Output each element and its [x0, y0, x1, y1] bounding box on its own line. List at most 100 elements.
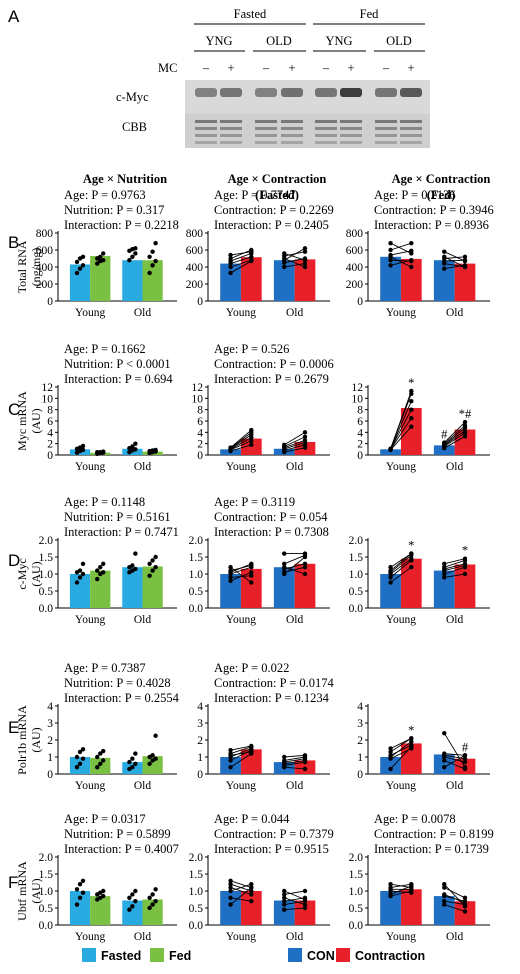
- y-tick-label: 200: [186, 279, 204, 291]
- y-tick-label: 0.5: [349, 903, 364, 915]
- y-tick-label: 200: [346, 279, 364, 291]
- data-point: [147, 573, 152, 578]
- data-point: [409, 885, 414, 890]
- panel-letter-b: B: [8, 233, 19, 252]
- x-tick-label: Old: [286, 614, 304, 626]
- data-point: [101, 893, 106, 899]
- paired-line: [284, 447, 306, 453]
- paired-line: [444, 251, 466, 262]
- paired-line: [230, 751, 252, 756]
- paired-line: [284, 900, 306, 906]
- y-tick-label: 1.5: [39, 552, 54, 564]
- data-point: [409, 415, 414, 421]
- paired-line: [284, 759, 306, 765]
- y-tick-label: 2.0: [39, 852, 54, 864]
- western-blot: A Fasted Fed YNG OLD YNG OLD MC – + – + – + – +…: [8, 7, 430, 148]
- data-point: [133, 246, 138, 251]
- paired-line: [284, 442, 306, 450]
- data-point: [127, 895, 132, 900]
- mc-sign-1: +: [227, 61, 234, 75]
- paired-line: [443, 883, 466, 907]
- data-point: [101, 258, 106, 263]
- mc-sign-5: +: [347, 61, 354, 75]
- paired-line: [443, 425, 466, 445]
- paired-line: [444, 900, 466, 906]
- data-point: [302, 565, 308, 570]
- paired-line: [444, 754, 466, 768]
- data-point: [228, 878, 233, 883]
- paired-line: [390, 737, 412, 753]
- cbb-band: [340, 120, 362, 123]
- data-point: [80, 447, 86, 453]
- data-point: [302, 261, 308, 266]
- paired-line: [390, 737, 412, 749]
- data-point: [130, 765, 135, 770]
- y-tick-label: 2.0: [349, 535, 364, 547]
- y-tick-label: 10: [352, 393, 364, 405]
- data-point: [101, 561, 106, 566]
- paired-line: [230, 748, 252, 758]
- plot-e-3: 0 1 2 3 4 Young Old * #: [357, 701, 490, 792]
- data-point: [249, 580, 254, 585]
- data-point: [442, 902, 447, 907]
- data-point: [228, 748, 233, 753]
- data-point: [249, 254, 254, 259]
- y-tick-label: 1.0: [189, 886, 204, 898]
- cbb-band: [255, 120, 277, 123]
- cmyc-band: [281, 88, 303, 97]
- data-point: [302, 434, 308, 440]
- panel-letter-f: F: [8, 873, 18, 892]
- y-tick-label: 0: [197, 296, 203, 308]
- data-point: [127, 258, 132, 263]
- paired-line: [230, 749, 252, 761]
- data-point: [133, 899, 138, 904]
- data-point: [127, 759, 132, 765]
- data-point: [442, 254, 447, 259]
- mc-sign-3: +: [288, 61, 295, 75]
- data-point: [388, 263, 393, 268]
- paired-line: [444, 573, 466, 578]
- data-point: [101, 888, 106, 894]
- data-point: [153, 258, 158, 264]
- data-point: [133, 251, 138, 256]
- data-point: [130, 892, 135, 897]
- y-tick-label: 1.5: [189, 869, 204, 881]
- x-tick-label: Young: [75, 780, 105, 792]
- data-point: [442, 885, 447, 890]
- stat-line: Interaction: P = 0.9515: [214, 842, 329, 856]
- y-tick-label: 800: [186, 228, 204, 240]
- data-point: [462, 434, 468, 439]
- bar-con-young: [220, 891, 241, 925]
- data-point: [442, 758, 447, 763]
- y-tick-label: 0.5: [189, 903, 204, 915]
- x-tick-label: Young: [386, 461, 416, 473]
- significance-mark: *#: [459, 407, 472, 421]
- data-point: [153, 756, 158, 761]
- data-point: [409, 890, 414, 895]
- x-tick-label: Young: [75, 931, 105, 943]
- paired-line: [284, 754, 306, 758]
- stat-line: Interaction: P = 0.2679: [214, 372, 329, 386]
- paired-line: [444, 566, 466, 575]
- cmyc-band: [375, 88, 397, 97]
- y-tick-label: 0: [197, 769, 203, 781]
- data-point: [388, 746, 393, 751]
- cbb-band: [255, 127, 277, 130]
- y-tick-label: 3: [197, 718, 203, 730]
- stat-line: Interaction: P = 0.1234: [214, 691, 330, 705]
- stat-line: Age: P = 0.3119: [214, 495, 295, 509]
- paired-line: [390, 242, 412, 254]
- data-point: [302, 438, 308, 443]
- y-tick-label: 1.0: [39, 886, 54, 898]
- paired-line: [230, 249, 252, 259]
- blot-subgroup-yng-fasted: YNG: [205, 34, 232, 48]
- stat-line: Age: P = 0.2136: [374, 188, 456, 202]
- paired-line: [390, 890, 412, 897]
- bar-con-young: [220, 263, 241, 301]
- paired-line: [284, 431, 306, 446]
- data-point: [228, 565, 233, 570]
- paired-line: [443, 732, 466, 768]
- data-point: [228, 256, 233, 261]
